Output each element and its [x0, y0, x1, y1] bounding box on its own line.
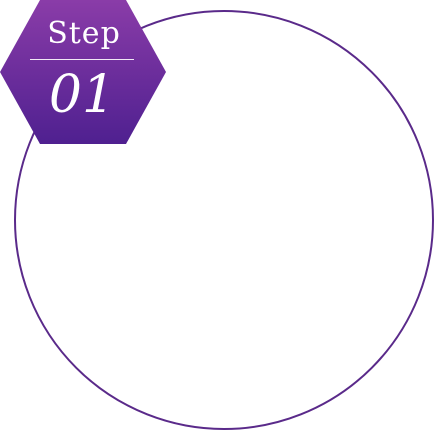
step-number: 01: [48, 65, 116, 125]
step-label: Step: [47, 16, 121, 51]
circle-ring: [14, 10, 434, 430]
step-divider: [30, 59, 134, 60]
hexagon-icon: [0, 0, 166, 144]
hexagon-shape: [0, 0, 166, 144]
step-badge: Step 01: [0, 0, 170, 148]
